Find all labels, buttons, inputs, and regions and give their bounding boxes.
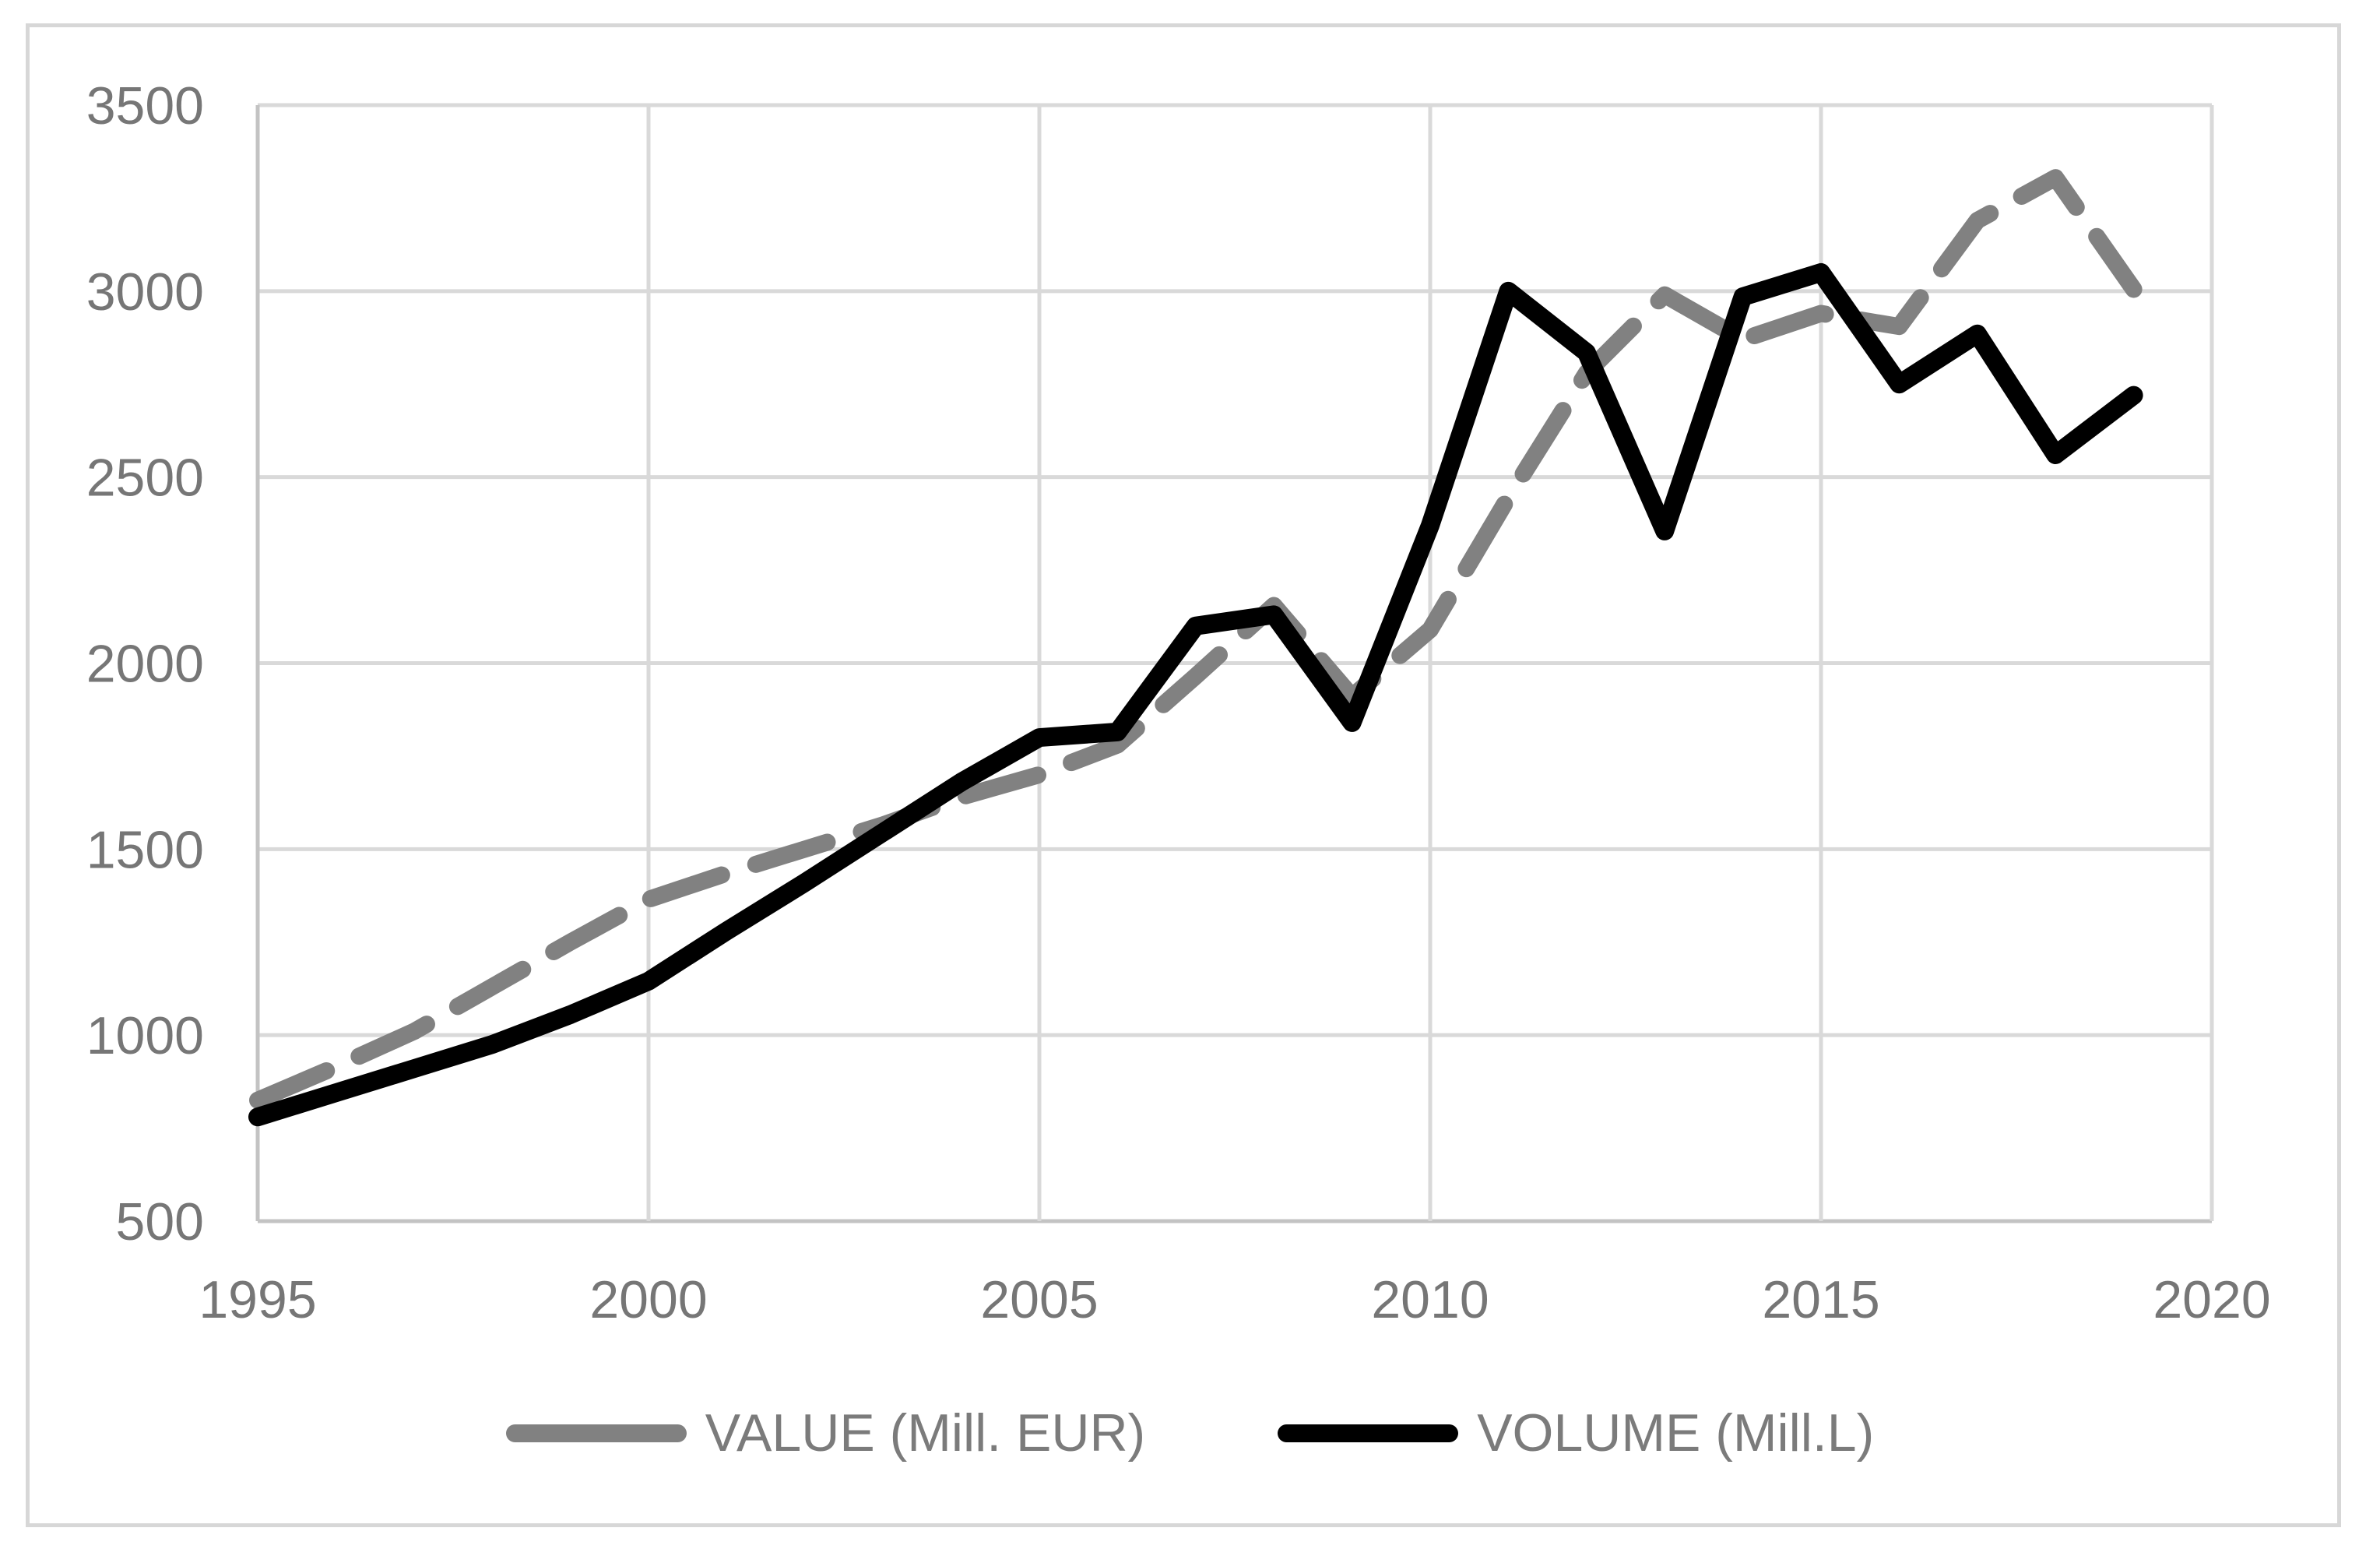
y-tick-label: 1000 [86, 1006, 204, 1065]
y-tick-label: 3500 [86, 76, 204, 136]
y-tick-label: 3000 [86, 262, 204, 322]
x-tick-label: 2020 [2153, 1270, 2270, 1329]
y-tick-label: 2000 [86, 635, 204, 694]
volume-series-line [248, 262, 2143, 1127]
x-tick-label: 2000 [589, 1270, 707, 1329]
y-tick-label: 2500 [86, 449, 204, 508]
value-series-line [249, 169, 2143, 1109]
x-tick-label: 2005 [980, 1270, 1098, 1329]
y-tick-label: 1500 [86, 820, 204, 879]
x-tick-label: 2010 [1371, 1270, 1489, 1329]
x-tick-label: 2015 [1762, 1270, 1879, 1329]
chart-frame [26, 23, 2341, 1527]
x-tick-label: 1995 [199, 1270, 316, 1329]
y-tick-label: 500 [116, 1192, 204, 1251]
